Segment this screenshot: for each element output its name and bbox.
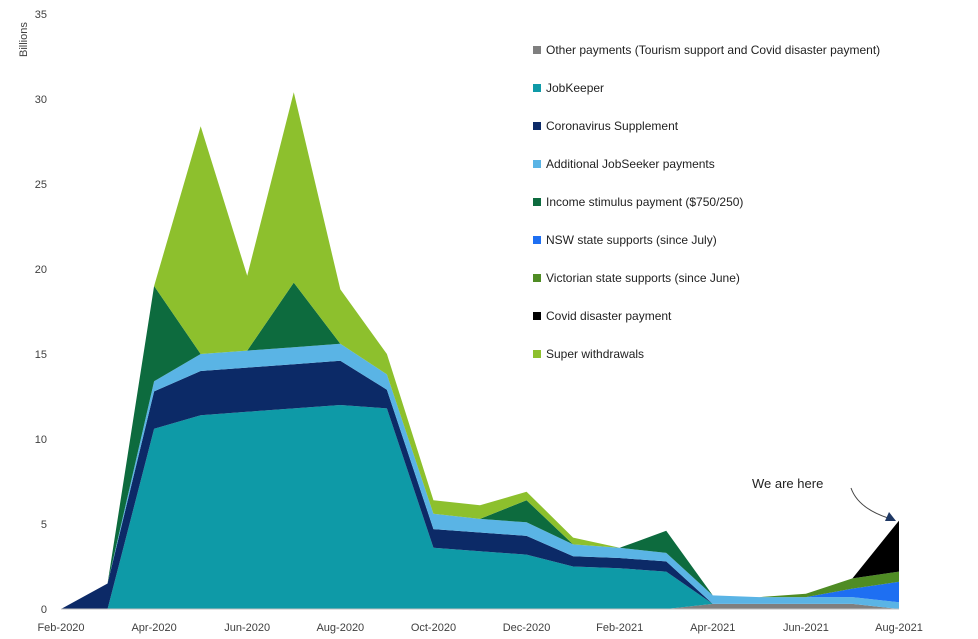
legend-swatch bbox=[533, 236, 541, 244]
legend-swatch bbox=[533, 312, 541, 320]
x-tick-label: Apr-2021 bbox=[690, 622, 735, 634]
y-tick-label: 5 bbox=[41, 519, 47, 531]
x-tick-label: Jun-2020 bbox=[224, 622, 270, 634]
legend-label: NSW state supports (since July) bbox=[546, 233, 717, 247]
y-tick-label: 10 bbox=[35, 434, 47, 446]
legend-label: Super withdrawals bbox=[546, 347, 644, 361]
legend-swatch bbox=[533, 46, 541, 54]
x-tick-label: Apr-2020 bbox=[131, 622, 176, 634]
legend-label: Covid disaster payment bbox=[546, 309, 672, 323]
legend-label: Income stimulus payment ($750/250) bbox=[546, 195, 743, 209]
legend-label: Other payments (Tourism support and Covi… bbox=[546, 43, 880, 57]
x-tick-label: Dec-2020 bbox=[503, 622, 551, 634]
annotation-arrowhead bbox=[885, 512, 896, 521]
legend-swatch bbox=[533, 198, 541, 206]
y-tick-label: 15 bbox=[35, 349, 47, 361]
legend-swatch bbox=[533, 160, 541, 168]
legend-label: JobKeeper bbox=[546, 81, 604, 95]
legend-swatch bbox=[533, 122, 541, 130]
area-series-0 bbox=[61, 603, 899, 609]
legend-swatch bbox=[533, 274, 541, 282]
x-tick-label: Aug-2021 bbox=[875, 622, 923, 634]
area-series-group bbox=[61, 92, 899, 609]
x-tick-label: Jun-2021 bbox=[783, 622, 829, 634]
legend-swatch bbox=[533, 350, 541, 358]
y-axis-label: Billions bbox=[18, 22, 30, 57]
y-axis-ticks: 0 5 10 15 20 25 30 35 bbox=[35, 9, 47, 616]
x-tick-label: Feb-2020 bbox=[37, 622, 84, 634]
x-tick-label: Feb-2021 bbox=[596, 622, 643, 634]
annotation-arrow bbox=[850, 487, 889, 519]
legend-label: Victorian state supports (since June) bbox=[546, 271, 740, 285]
x-tick-label: Oct-2020 bbox=[411, 622, 456, 634]
y-tick-label: 30 bbox=[35, 94, 47, 106]
y-tick-label: 0 bbox=[41, 604, 47, 616]
y-tick-label: 35 bbox=[35, 9, 47, 21]
annotation: We are here bbox=[752, 476, 896, 521]
legend-label: Additional JobSeeker payments bbox=[546, 157, 715, 171]
y-tick-label: 25 bbox=[35, 179, 47, 191]
legend-label: Coronavirus Supplement bbox=[546, 119, 679, 133]
y-tick-label: 20 bbox=[35, 264, 47, 276]
annotation-text: We are here bbox=[752, 476, 823, 491]
legend: Other payments (Tourism support and Covi… bbox=[533, 43, 880, 361]
area-series-1 bbox=[61, 405, 899, 609]
legend-swatch bbox=[533, 84, 541, 92]
x-axis-ticks: Feb-2020 Apr-2020 Jun-2020 Aug-2020 Oct-2020… bbox=[37, 622, 922, 634]
x-tick-label: Aug-2020 bbox=[316, 622, 364, 634]
area-series-8 bbox=[61, 92, 899, 609]
